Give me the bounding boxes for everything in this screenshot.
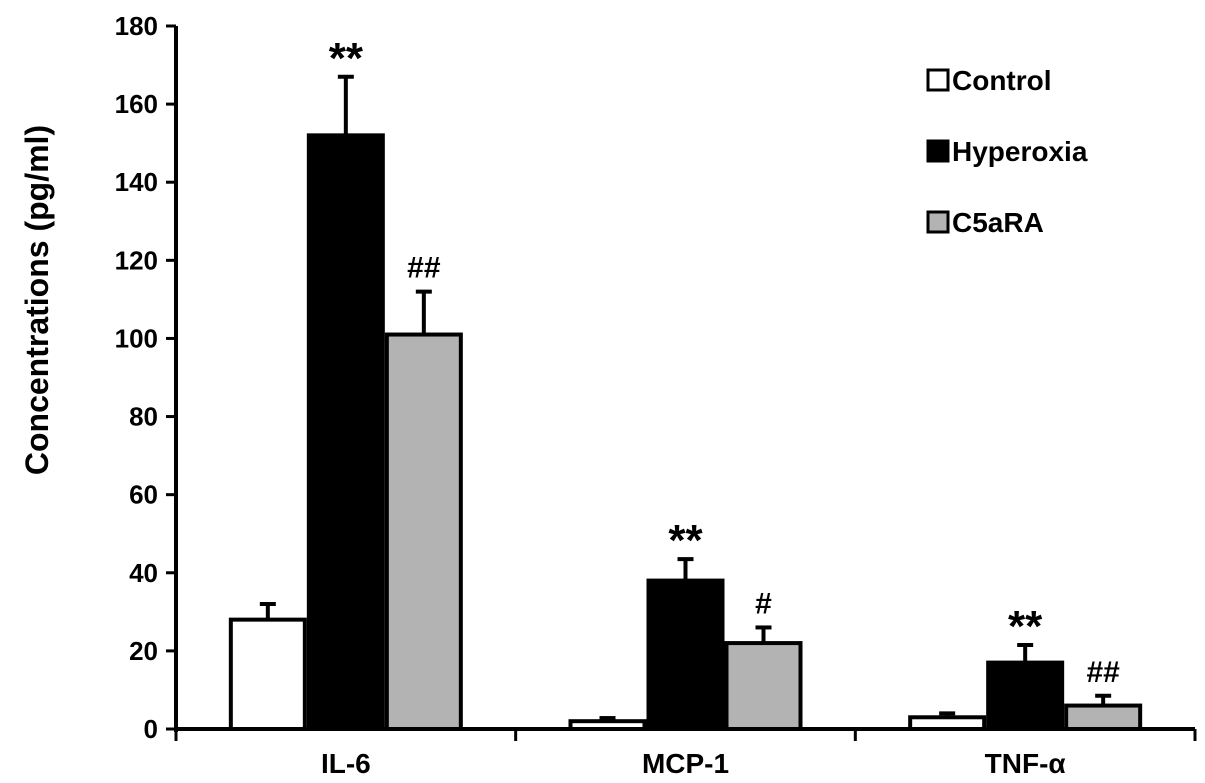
significance-marker: ## [407, 252, 441, 285]
legend-label: Control [952, 65, 1052, 96]
bar [384, 332, 463, 731]
significance-marker: ## [1086, 656, 1120, 689]
y-tick-label: 140 [115, 167, 158, 197]
bar [986, 660, 1065, 731]
y-tick-label: 160 [115, 89, 158, 119]
y-tick-label: 80 [129, 402, 158, 432]
y-axis-title: Concentrations (pg/ml) [19, 125, 55, 475]
y-tick-label: 100 [115, 323, 158, 353]
legend-label: C5aRA [952, 207, 1044, 238]
y-tick-label: 180 [115, 11, 158, 41]
significance-marker: # [755, 587, 772, 620]
legend: Control Hyperoxia C5aRA [926, 65, 1088, 238]
bars-layer [228, 74, 1143, 732]
legend-swatch [926, 139, 950, 163]
bar [646, 578, 725, 731]
bar [306, 133, 385, 732]
y-tick-label: 120 [115, 245, 158, 275]
x-category-label: IL-6 [321, 748, 371, 779]
bar [228, 617, 307, 732]
legend-swatch [926, 68, 950, 92]
significance-marker: ** [329, 34, 364, 83]
x-category-label: TNF-α [985, 748, 1066, 779]
y-axis-title-group: Concentrations (pg/ml) [19, 125, 55, 475]
axes-layer: 0 20 40 60 80 100 120 140 160 180 IL-6 MCP-1 TNF-α [115, 11, 1197, 779]
significance-marker: ** [1008, 602, 1043, 651]
bar [908, 715, 987, 731]
significance-marker: ** [668, 516, 703, 565]
y-tick-label: 60 [129, 480, 158, 510]
y-tick-label: 0 [144, 714, 158, 744]
y-tick-label: 20 [129, 636, 158, 666]
bar [1064, 703, 1143, 731]
y-tick-label: 40 [129, 558, 158, 588]
annotations-layer: ** ## ** # ** ## [329, 34, 1120, 689]
x-category-label: MCP-1 [642, 748, 729, 779]
legend-swatch [926, 210, 950, 234]
bar [568, 719, 647, 732]
legend-label: Hyperoxia [952, 136, 1088, 167]
bar [724, 641, 803, 731]
